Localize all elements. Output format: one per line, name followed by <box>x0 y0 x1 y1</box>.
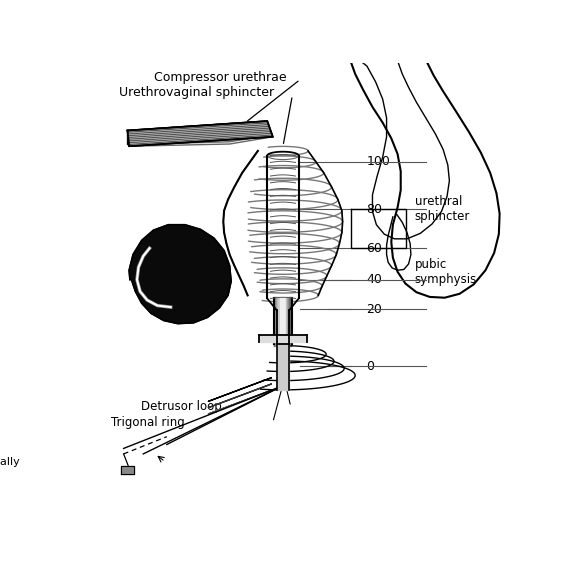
Text: Trigonal ring: Trigonal ring <box>111 416 184 429</box>
Polygon shape <box>274 297 275 346</box>
Polygon shape <box>277 297 278 346</box>
Polygon shape <box>289 297 290 346</box>
Text: 60: 60 <box>366 242 382 255</box>
Polygon shape <box>127 121 267 145</box>
Text: urethral
sphincter: urethral sphincter <box>415 195 470 223</box>
Text: 100: 100 <box>366 155 390 168</box>
Text: Detrusor loop: Detrusor loop <box>141 400 222 413</box>
Text: 20: 20 <box>366 303 382 316</box>
Polygon shape <box>286 297 287 346</box>
Polygon shape <box>280 297 286 346</box>
Text: pubic
symphysis: pubic symphysis <box>415 258 477 286</box>
Text: Urethrovaginal sphincter: Urethrovaginal sphincter <box>119 86 274 100</box>
Polygon shape <box>275 297 276 346</box>
Polygon shape <box>121 466 134 474</box>
Polygon shape <box>278 297 279 346</box>
Text: Fibrous loop visually: Fibrous loop visually <box>0 456 19 467</box>
Text: 40: 40 <box>366 273 382 286</box>
Polygon shape <box>288 297 289 346</box>
Polygon shape <box>276 297 277 346</box>
Text: 80: 80 <box>366 203 382 216</box>
Polygon shape <box>260 335 307 342</box>
Polygon shape <box>129 224 231 323</box>
Text: 0: 0 <box>366 359 374 373</box>
Polygon shape <box>290 297 291 346</box>
Text: Compressor urethrae: Compressor urethrae <box>154 71 287 84</box>
Polygon shape <box>127 121 273 146</box>
Polygon shape <box>276 344 289 390</box>
Polygon shape <box>287 297 288 346</box>
